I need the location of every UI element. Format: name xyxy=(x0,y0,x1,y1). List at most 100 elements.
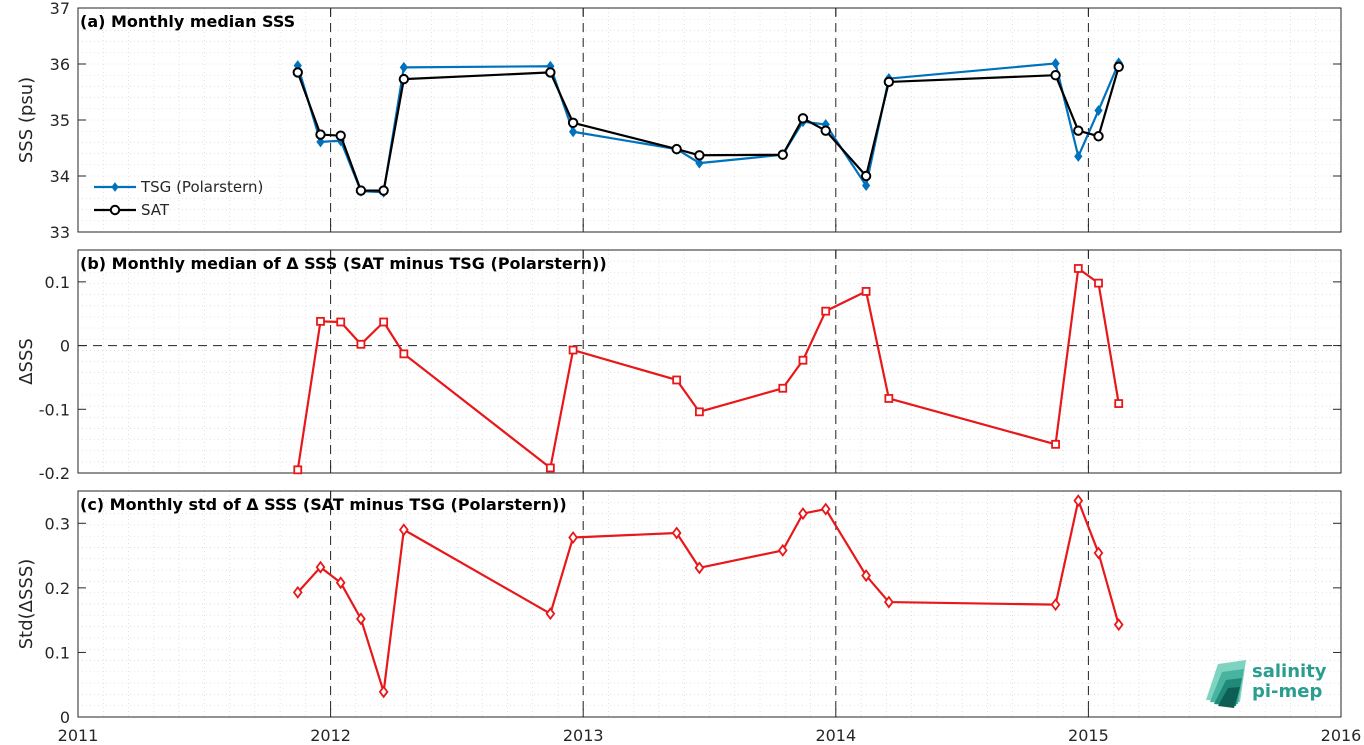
panel-2: -0.2 -0.1 0 0.1 ΔSSS (b) Monthly median of Δ … xyxy=(16,249,1342,483)
data-point xyxy=(1073,125,1084,136)
data-point xyxy=(695,157,704,169)
x-tick-label: 2012 xyxy=(310,726,351,745)
data-point xyxy=(1073,494,1084,508)
axes-box xyxy=(77,249,1342,474)
data-point xyxy=(694,561,705,575)
data-point xyxy=(694,407,704,417)
data-point xyxy=(777,543,788,557)
data-point xyxy=(1093,131,1104,142)
data-point xyxy=(355,185,367,196)
data-point xyxy=(798,507,808,521)
data-point xyxy=(671,526,682,540)
data-point xyxy=(821,306,831,316)
y-tick-label: 0.1 xyxy=(45,643,70,662)
data-point xyxy=(883,595,894,609)
logo-mark-icon xyxy=(1206,660,1246,708)
legend-marker xyxy=(111,182,119,192)
data-point xyxy=(860,170,872,182)
legend: TSG (Polarstern) SAT xyxy=(94,178,263,219)
data-point xyxy=(1073,264,1083,273)
data-point xyxy=(315,129,326,140)
data-point xyxy=(545,463,555,473)
data-point xyxy=(293,465,303,475)
legend-label: SAT xyxy=(141,201,170,219)
legend-label: TSG (Polarstern) xyxy=(140,178,263,196)
panel-title: (b) Monthly median of Δ SSS (SAT minus T… xyxy=(80,254,607,273)
data-point xyxy=(292,585,303,599)
plot-area xyxy=(78,250,1341,473)
data-point xyxy=(1113,61,1124,73)
legend-marker xyxy=(109,204,121,216)
data-point xyxy=(568,530,578,544)
data-point xyxy=(292,67,303,78)
y-tick-label: 34 xyxy=(50,167,70,186)
grid xyxy=(77,490,1342,718)
data-point xyxy=(398,73,410,85)
data-point xyxy=(568,126,578,138)
data-point xyxy=(1094,278,1103,288)
y-tick-label: 0.2 xyxy=(45,579,70,598)
data-point xyxy=(316,316,325,326)
axes-box xyxy=(77,490,1342,718)
series-sat xyxy=(292,61,1124,196)
data-point xyxy=(798,355,808,365)
y-tick-label: 0 xyxy=(60,337,70,356)
x-tick-label: 2014 xyxy=(815,726,856,745)
data-point xyxy=(797,113,809,124)
logo-line1: salinity xyxy=(1252,661,1327,682)
data-point xyxy=(1094,104,1103,116)
data-point xyxy=(336,317,346,327)
data-point xyxy=(1093,546,1104,560)
data-point xyxy=(545,607,556,621)
data-point xyxy=(778,383,788,393)
data-point xyxy=(356,339,366,349)
y-tick-label: -0.1 xyxy=(39,400,70,419)
data-point xyxy=(545,67,556,78)
data-point xyxy=(378,685,389,699)
x-tick-label: 2015 xyxy=(1068,726,1109,745)
series-delta xyxy=(292,494,1124,699)
data-point xyxy=(568,345,578,355)
y-tick-label: 33 xyxy=(50,223,70,242)
data-point xyxy=(672,375,682,385)
data-point xyxy=(399,349,409,359)
data-point xyxy=(335,130,346,141)
data-point xyxy=(1114,399,1124,408)
data-point xyxy=(777,149,788,160)
data-point xyxy=(1074,150,1083,162)
y-tick-label: 35 xyxy=(50,111,70,130)
data-point xyxy=(1050,70,1061,81)
y-axis-label: SSS (psu) xyxy=(16,77,37,163)
panels: 33 34 35 36 37 SSS (psu) (a) Monthly median SS… xyxy=(16,0,1361,745)
data-point xyxy=(356,612,366,626)
data-point xyxy=(378,185,389,196)
series-delta xyxy=(293,264,1124,475)
data-point xyxy=(398,523,409,537)
data-point xyxy=(316,136,325,148)
data-point xyxy=(820,125,831,136)
data-point xyxy=(671,143,682,155)
data-point xyxy=(1051,439,1060,449)
data-point xyxy=(861,287,871,296)
data-point xyxy=(1051,57,1060,69)
y-tick-label: 0.3 xyxy=(45,514,70,533)
data-point xyxy=(335,576,346,590)
y-tick-label: 0.1 xyxy=(45,273,70,292)
data-point xyxy=(861,180,871,192)
data-point xyxy=(379,317,389,327)
y-tick-label: -0.2 xyxy=(39,464,70,483)
data-point xyxy=(399,61,408,73)
panel-1: 33 34 35 36 37 SSS (psu) (a) Monthly median SS… xyxy=(16,0,1342,242)
data-point xyxy=(315,560,326,574)
data-point xyxy=(567,117,579,129)
data-point xyxy=(1050,598,1061,612)
x-tick-label: 2011 xyxy=(58,726,99,745)
data-point xyxy=(884,394,894,403)
salinity-pi-mep-logo: salinity pi-mep xyxy=(1206,660,1327,708)
panel-3: 0 0.1 0.2 0.3 2011 2012 2013 2014 2015 2016 Std(ΔS… xyxy=(16,490,1362,745)
x-tick-label: 2013 xyxy=(563,726,604,745)
x-tick-label: 2016 xyxy=(1321,726,1362,745)
data-point xyxy=(820,502,831,516)
logo-line2: pi-mep xyxy=(1252,681,1322,702)
